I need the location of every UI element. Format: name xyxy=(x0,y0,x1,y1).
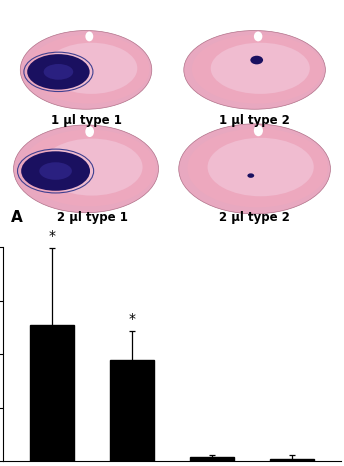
Bar xyxy=(190,457,234,461)
Ellipse shape xyxy=(247,173,254,178)
Ellipse shape xyxy=(41,138,142,196)
Bar xyxy=(270,459,314,461)
Ellipse shape xyxy=(192,34,323,103)
Ellipse shape xyxy=(254,125,263,136)
Bar xyxy=(30,325,74,461)
Text: *: * xyxy=(128,312,136,326)
Ellipse shape xyxy=(211,43,310,94)
Ellipse shape xyxy=(20,31,152,109)
Ellipse shape xyxy=(85,32,93,41)
Ellipse shape xyxy=(44,64,73,80)
Ellipse shape xyxy=(187,129,328,207)
Ellipse shape xyxy=(254,32,262,41)
Text: 2 µl type 2: 2 µl type 2 xyxy=(219,211,290,224)
Ellipse shape xyxy=(39,162,72,180)
Ellipse shape xyxy=(207,138,314,196)
Bar xyxy=(110,360,154,461)
Ellipse shape xyxy=(27,54,90,89)
Text: A: A xyxy=(11,210,23,225)
Text: 2 µl type 1: 2 µl type 1 xyxy=(57,211,128,224)
Ellipse shape xyxy=(22,130,156,206)
Text: *: * xyxy=(48,229,55,243)
Ellipse shape xyxy=(21,151,90,191)
Ellipse shape xyxy=(179,124,331,214)
Text: 1 µl type 2: 1 µl type 2 xyxy=(219,114,290,127)
Ellipse shape xyxy=(28,34,150,103)
Ellipse shape xyxy=(45,43,137,94)
Text: 1 µl type 1: 1 µl type 1 xyxy=(51,114,121,127)
Ellipse shape xyxy=(184,31,325,109)
Ellipse shape xyxy=(13,125,159,212)
Ellipse shape xyxy=(85,126,94,137)
Ellipse shape xyxy=(250,56,263,64)
